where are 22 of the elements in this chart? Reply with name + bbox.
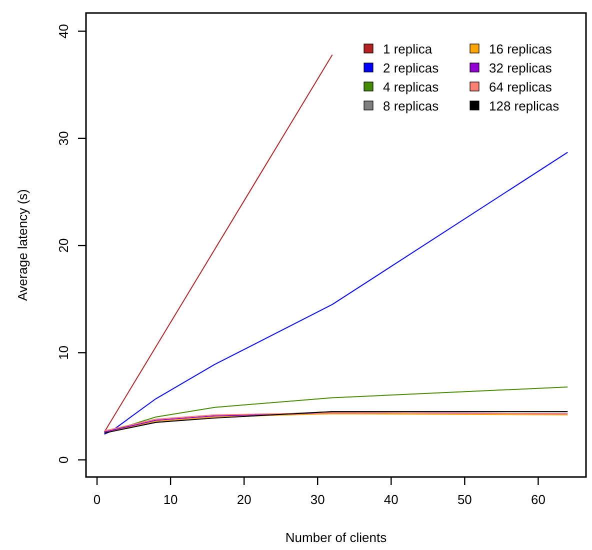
x-axis-title: Number of clients [285, 530, 388, 545]
x-tick-label: 0 [93, 492, 101, 507]
legend-label: 8 replicas [383, 98, 440, 114]
x-tick-label: 40 [384, 492, 398, 507]
y-tick-label: 30 [56, 131, 71, 146]
x-tick-label: 30 [310, 492, 325, 507]
legend-label: 16 replicas [489, 42, 552, 56]
legend-label: 2 replicas [383, 60, 440, 76]
legend-label: 32 replicas [489, 60, 552, 76]
x-tick-label: 50 [457, 492, 472, 507]
y-tick-label: 0 [56, 456, 71, 464]
y-tick-label: 10 [56, 345, 71, 360]
x-tick-label: 20 [236, 492, 252, 507]
legend-label: 64 replicas [489, 80, 552, 94]
y-tick-label: 40 [56, 24, 71, 38]
y-axis-title: Average latency (s) [15, 189, 30, 301]
x-tick-label: 60 [530, 492, 546, 507]
legend-label: 1 replica [383, 42, 433, 56]
legend-label: 4 replicas [383, 80, 440, 94]
x-tick-label: 10 [163, 492, 178, 507]
legend-label: 128 replicas [489, 98, 560, 114]
y-tick-label: 20 [56, 238, 71, 253]
